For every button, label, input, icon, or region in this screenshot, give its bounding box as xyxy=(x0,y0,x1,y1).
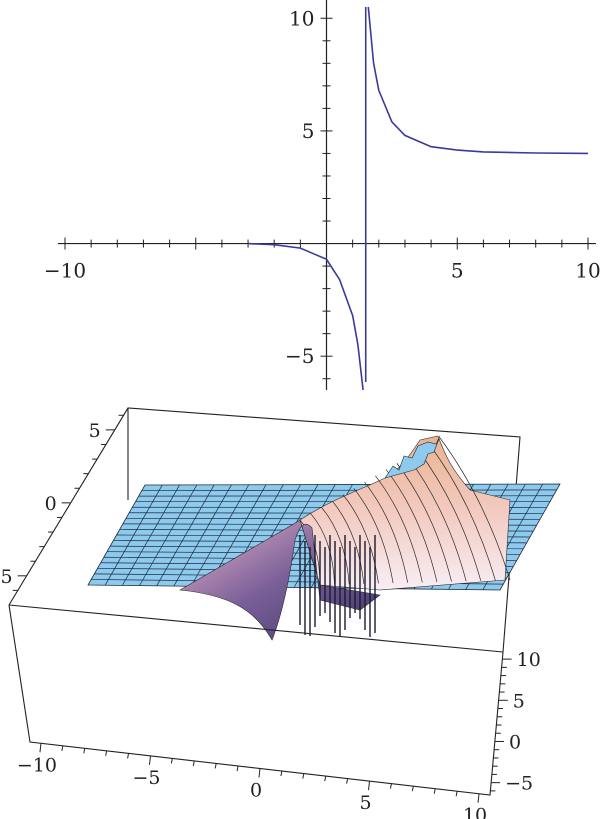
x3d-tick-label: 0 xyxy=(250,780,262,802)
plane-grid-line xyxy=(173,484,232,587)
curve-right-branch xyxy=(367,6,589,155)
z-tick-labels-3d: 5 0 −5 xyxy=(0,420,101,588)
z-tick-label: −5 xyxy=(0,566,13,588)
x3d-tick-label: −5 xyxy=(132,767,160,789)
x3d-tick xyxy=(127,753,130,759)
z-tick-label: 5 xyxy=(89,420,101,442)
x3d-tick xyxy=(83,748,86,754)
y-axis-minor-ticks xyxy=(320,17,333,380)
x3d-tick xyxy=(389,783,392,789)
x3d-tick xyxy=(302,773,305,779)
y-tick-label: 10 xyxy=(289,6,314,30)
x3d-tick xyxy=(433,788,436,794)
peak-mesh-line xyxy=(310,513,335,585)
peak-mesh-line xyxy=(375,475,423,583)
x3d-tick xyxy=(192,760,195,767)
bounding-box-front xyxy=(8,604,504,796)
y-tick-label: 5 xyxy=(302,119,315,143)
x-axis-ticks xyxy=(39,743,480,803)
x3d-tick xyxy=(214,763,217,769)
peak-mesh-line xyxy=(428,444,496,581)
peak-mesh-line xyxy=(364,481,409,583)
x3d-tick xyxy=(105,750,108,756)
line-plot: −10 5 10 10 5 −5 xyxy=(44,0,600,391)
peak-mesh-line xyxy=(321,507,350,585)
plane-grid-line xyxy=(104,484,163,586)
y-tick-label: −5 xyxy=(285,344,314,368)
x3d-tick xyxy=(280,770,283,777)
peak-mesh-line xyxy=(353,488,394,584)
x-tick-label: 10 xyxy=(575,259,600,283)
y3d-tick-label: 5 xyxy=(513,690,525,712)
x3d-tick xyxy=(411,786,414,792)
x3d-tick xyxy=(368,781,371,791)
x-tick-labels: −10 5 10 xyxy=(44,259,600,283)
surface-peak xyxy=(299,435,511,591)
surface-plot: −10 −5 0 5 10 10 5 0 −5 5 0 −5 xyxy=(0,407,561,819)
surface-trough xyxy=(179,519,381,641)
curve-left-branch xyxy=(247,242,364,391)
x-tick-label: −10 xyxy=(44,259,86,283)
z-tick-label: 0 xyxy=(45,493,57,515)
y3d-tick-label: −5 xyxy=(505,773,533,795)
x3d-tick xyxy=(170,758,173,764)
y3d-tick-label: 10 xyxy=(517,649,541,671)
y-tick-labels: 10 5 −5 xyxy=(285,6,314,368)
y-axis-ticks xyxy=(490,658,512,792)
x3d-tick xyxy=(148,755,151,765)
x3d-tick xyxy=(324,775,327,782)
y-tick-labels-3d: 10 5 0 −5 xyxy=(505,649,541,795)
x3d-tick xyxy=(258,768,261,778)
x3d-tick-label: 10 xyxy=(463,805,487,819)
x3d-tick xyxy=(477,793,480,803)
plane-grid-line xyxy=(156,484,215,587)
x3d-tick xyxy=(236,765,239,772)
x3d-tick-label: −10 xyxy=(17,754,57,776)
peak-mesh-line xyxy=(418,450,482,581)
plane-grid-line xyxy=(139,484,198,586)
peak-mesh-line xyxy=(396,463,452,582)
y3d-tick-label: 0 xyxy=(509,731,521,753)
x3d-tick xyxy=(346,778,349,784)
peak-mesh-line xyxy=(332,500,365,584)
z-axis-ticks xyxy=(12,414,124,591)
peak-mesh-line xyxy=(439,437,511,581)
x3d-tick xyxy=(39,743,42,753)
x3d-tick xyxy=(61,745,64,751)
peak-mesh-line xyxy=(385,469,438,583)
x-tick-labels-3d: −10 −5 0 5 10 xyxy=(17,754,487,819)
plane-grid-line xyxy=(122,484,180,586)
x3d-tick xyxy=(455,791,458,797)
x-axis-minor-ticks xyxy=(64,237,589,250)
plane-grid-line xyxy=(190,484,250,587)
peak-mesh-line xyxy=(342,494,379,584)
x-tick-label: 5 xyxy=(451,259,464,283)
x3d-tick-label: 5 xyxy=(359,792,371,814)
